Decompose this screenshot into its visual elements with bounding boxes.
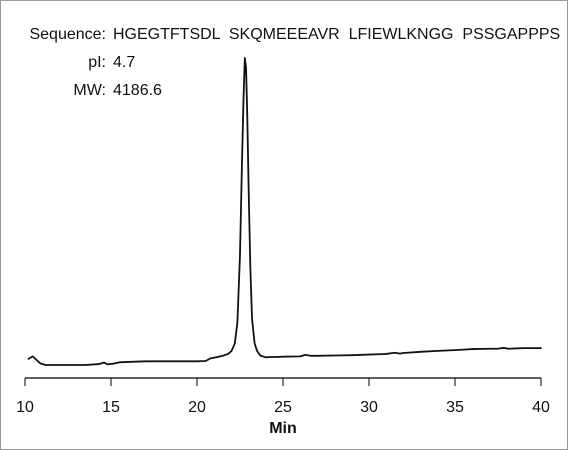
pi-value: 4.7 [113,54,135,71]
mw-label: MW: [73,82,106,99]
x-tick-label-30: 30 [360,399,378,416]
chromatogram-trace [27,57,542,366]
x-tick-label-40: 40 [532,399,550,416]
x-tick-label-25: 25 [274,399,292,416]
pi-label: pI: [88,54,106,71]
x-tick-label-10: 10 [16,399,34,416]
x-axis-label: Min [269,420,297,437]
sequence-label: Sequence: [29,26,106,43]
x-tick-label-35: 35 [446,399,464,416]
x-axis-ticks: 10 15 20 25 30 35 40 [16,378,550,416]
sequence-value: HGEGTFTSDL SKQMEEEAVR LFIEWLKNGG PSSGAPP… [113,26,560,43]
x-tick-label-20: 20 [188,399,206,416]
mw-value: 4186.6 [113,82,162,99]
x-tick-label-15: 15 [102,399,120,416]
peptide-annotations: Sequence: HGEGTFTSDL SKQMEEEAVR LFIEWLKN… [29,26,560,99]
